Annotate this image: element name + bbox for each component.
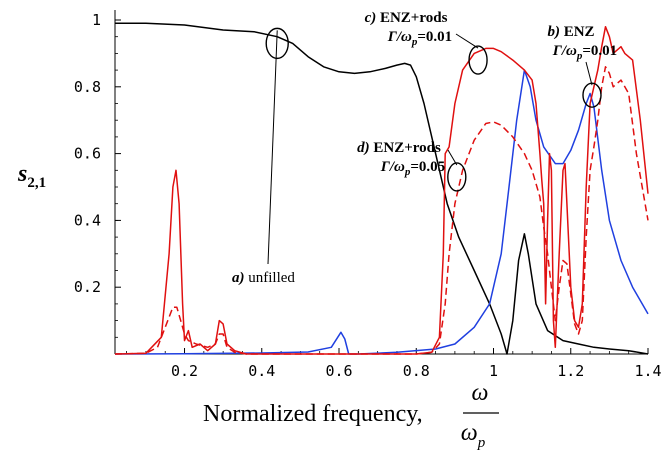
series-line-unfilled: [115, 22, 649, 355]
ann-a-letter: a): [232, 270, 248, 286]
ann-b-label: b) ENZ: [547, 24, 594, 40]
x-label-numerator: ω: [472, 380, 489, 406]
x-tick-label: 0.6: [325, 362, 352, 380]
ann-c-text: ENZ+rods: [380, 10, 448, 26]
y-label-subscript: 2,1: [27, 175, 46, 191]
series-line-enz-rods-0.05: [114, 66, 649, 355]
ann-b-letter: b): [547, 24, 563, 40]
y-tick-label: 0.6: [74, 145, 101, 163]
ann-d-param: Γ/ωp=0.05: [380, 159, 445, 178]
ann-a-circle: [265, 27, 289, 60]
x-axis-label: Normalized frequency,: [203, 401, 423, 427]
ann-c-letter: c): [365, 10, 380, 26]
ann-a-label: a) unfilled: [232, 270, 295, 286]
x-tick-label: 1.4: [634, 362, 661, 380]
y-tick-label: 0.2: [74, 278, 101, 296]
ann-c-label: c) ENZ+rods: [365, 10, 448, 26]
ann-d-circle: [447, 162, 467, 192]
series-group: [114, 22, 649, 355]
x-tick-label: 0.2: [171, 362, 198, 380]
ann-b-param: Γ/ωp=0.01: [552, 43, 617, 62]
y-tick-label: 0.8: [74, 78, 101, 96]
x-tick-label: 0.8: [403, 362, 430, 380]
ann-d-leader: [447, 149, 458, 166]
ann-b-text: ENZ: [564, 24, 595, 40]
x-ticks: 0.2 0.4 0.6 0.8 1 1.2 1.4: [126, 348, 662, 380]
annotations-group: a) unfilled b) ENZ Γ/ωp=0.01 c) ENZ+rods Γ/ω…: [232, 10, 617, 286]
ann-a-text: unfilled: [248, 270, 295, 286]
x-tick-label: 0.4: [248, 362, 275, 380]
ann-d-letter: d): [357, 140, 373, 156]
ann-d-label: d) ENZ+rods: [357, 140, 441, 156]
ann-d-text: ENZ+rods: [373, 140, 441, 156]
x-tick-label: 1: [489, 362, 498, 380]
y-axis-label: s2,1: [17, 161, 46, 191]
ann-c-circle: [468, 45, 488, 75]
ann-c-param: Γ/ωp=0.01: [387, 29, 452, 48]
x-label-denominator: ωp: [461, 420, 486, 451]
ann-b-leader: [585, 61, 593, 86]
x-tick-label: 1.2: [557, 362, 584, 380]
ann-b-circle: [582, 82, 602, 108]
y-tick-label: 0.4: [74, 211, 101, 229]
ann-c-leader: [455, 33, 479, 49]
y-tick-label: 1: [92, 11, 101, 29]
y-label-base: s: [17, 161, 27, 187]
series-line-enz: [114, 69, 649, 355]
series-line-enz-rods-0.01: [114, 25, 649, 355]
y-ticks: 0.2 0.4 0.6 0.8 1: [74, 11, 121, 338]
ann-a-leader: [267, 30, 278, 265]
